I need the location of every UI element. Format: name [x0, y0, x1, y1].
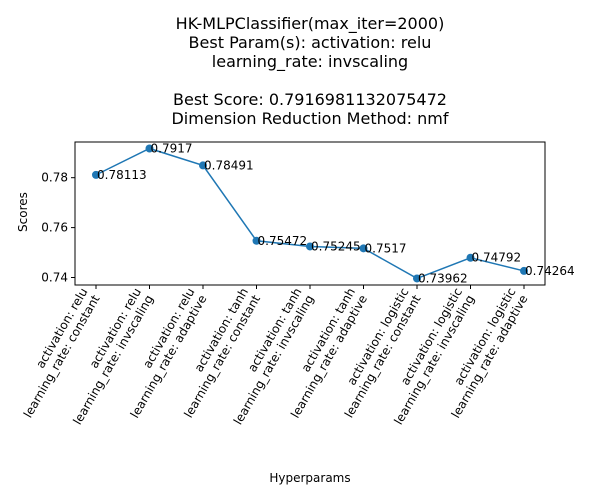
data-label: 0.7917	[151, 141, 193, 155]
data-point	[359, 244, 368, 253]
title-line-4: Best Score: 0.7916981132075472	[173, 90, 447, 109]
data-point	[92, 170, 100, 179]
y-axis: 0.74 0.76 0.78	[41, 171, 75, 285]
data-label: 0.78491	[204, 158, 254, 172]
x-axis-label: Hyperparams	[269, 471, 350, 485]
title-line-2: learning_rate: invscaling	[212, 52, 408, 72]
data-label: 0.7517	[365, 241, 407, 255]
title-line-5: Dimension Reduction Method: nmf	[171, 109, 448, 128]
data-point	[520, 266, 528, 275]
title-line-0: HK-MLPClassifier(max_iter=2000)	[176, 14, 445, 34]
data-label: 0.75245	[311, 239, 361, 253]
data-point	[252, 236, 261, 245]
data-point	[466, 253, 475, 262]
y-tick-label: 0.78	[41, 171, 68, 185]
data-labels: 0.78113 0.7917 0.78491 0.75472 0.75245 0.7517…	[97, 141, 575, 285]
data-point	[306, 242, 314, 251]
y-axis-label: Scores	[16, 192, 30, 232]
title-line-1: Best Param(s): activation: relu	[189, 33, 432, 52]
series-line	[95, 147, 525, 280]
data-label: 0.78113	[97, 168, 147, 182]
data-label: 0.73962	[418, 271, 468, 285]
data-point	[199, 161, 207, 170]
data-label: 0.75472	[258, 234, 308, 248]
data-label: 0.74264	[525, 264, 575, 278]
chart-title: HK-MLPClassifier(max_iter=2000)Best Para…	[171, 14, 448, 128]
y-tick-label: 0.74	[41, 271, 68, 285]
data-label: 0.74792	[472, 251, 522, 265]
data-point	[145, 144, 154, 153]
series-points	[92, 144, 528, 283]
y-tick-label: 0.76	[41, 221, 68, 235]
data-point	[413, 274, 421, 283]
